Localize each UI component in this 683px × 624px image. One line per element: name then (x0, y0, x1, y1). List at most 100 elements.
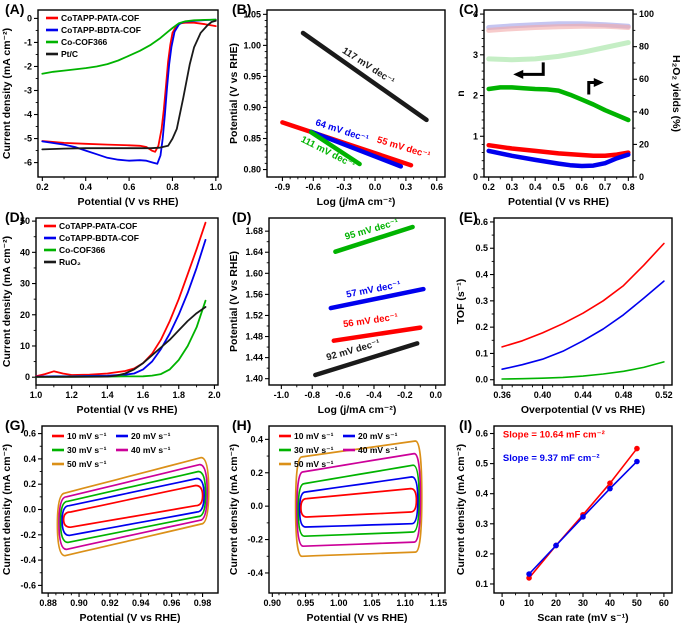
svg-text:Co-COF366: Co-COF366 (59, 245, 106, 255)
svg-text:50 mV s⁻¹: 50 mV s⁻¹ (67, 459, 107, 469)
svg-text:-0.6: -0.6 (306, 182, 322, 192)
svg-text:0.0: 0.0 (23, 505, 36, 515)
svg-text:1.68: 1.68 (245, 226, 263, 236)
svg-text:0.3: 0.3 (475, 519, 488, 529)
svg-text:-1: -1 (24, 37, 32, 47)
panel-a-chart: 0.2 0.4 0.6 0.8 1.0 0 -1 -2 -3 -4 -5 -6 Potential (V… (1, 9, 223, 207)
svg-text:0.0: 0.0 (429, 390, 442, 400)
svg-text:Scan rate (mV s⁻¹): Scan rate (mV s⁻¹) (537, 612, 628, 623)
svg-text:0.2: 0.2 (250, 468, 263, 478)
svg-text:0.96: 0.96 (163, 598, 181, 608)
svg-text:Current density (mA cm⁻²): Current density (mA cm⁻²) (1, 28, 13, 159)
svg-text:0: 0 (639, 172, 644, 182)
svg-text:20: 20 (551, 598, 561, 608)
svg-text:0.3: 0.3 (506, 182, 519, 192)
svg-text:20: 20 (20, 310, 30, 320)
svg-text:40 mV s⁻¹: 40 mV s⁻¹ (358, 445, 398, 455)
svg-text:1.4: 1.4 (101, 390, 114, 400)
svg-text:3: 3 (473, 50, 478, 60)
svg-text:Potential (V vs RHE): Potential (V vs RHE) (80, 612, 181, 623)
svg-text:0.85: 0.85 (243, 134, 261, 144)
svg-text:40: 40 (20, 247, 30, 257)
svg-text:0.90: 0.90 (243, 102, 261, 112)
svg-text:0.2: 0.2 (36, 182, 49, 192)
svg-text:0.4: 0.4 (475, 270, 488, 280)
svg-text:0: 0 (500, 598, 505, 608)
svg-text:0.90: 0.90 (264, 598, 282, 608)
svg-text:0.90: 0.90 (70, 598, 88, 608)
panel-g: (G) 0.88 0.90 0.92 0.94 0.96 0.98 -0.6 -0.4 -0.2… (0, 416, 227, 624)
svg-text:2: 2 (473, 91, 478, 101)
panel-d1-chart: 1.0 1.2 1.4 1.6 1.8 2.0 0 10 20 30 40 50 Potential (… (1, 216, 221, 415)
svg-text:1.40: 1.40 (245, 374, 263, 384)
panel-h-chart: 0.90 0.95 1.00 1.05 1.10 1.15 -0.4 -0.2 0.0 0.2 0.… (228, 425, 447, 623)
svg-text:Overpotential (V vs RHE): Overpotential (V vs RHE) (521, 404, 645, 415)
svg-text:1.60: 1.60 (245, 268, 263, 278)
svg-text:0.36: 0.36 (493, 390, 511, 400)
svg-text:-0.3: -0.3 (336, 182, 352, 192)
svg-text:Current density (mA cm⁻²): Current density (mA cm⁻²) (455, 444, 467, 575)
panel-i-chart: 0 10 20 30 40 50 60 0.1 0.2 0.3 0.4 0.5 0.6 Scan rate… (455, 425, 673, 623)
svg-text:Potential (V vs RHE): Potential (V vs RHE) (508, 196, 609, 207)
panel-c-label: (C) (459, 1, 479, 17)
svg-text:Slope = 10.64 mF cm⁻²: Slope = 10.64 mF cm⁻² (503, 430, 605, 441)
panel-h-label: (H) (232, 417, 252, 433)
panel-a-label: (A) (5, 1, 25, 17)
svg-text:0.4: 0.4 (23, 454, 36, 464)
svg-text:Co-COF366: Co-COF366 (61, 37, 108, 47)
svg-text:0.2: 0.2 (475, 322, 488, 332)
svg-text:-0.9: -0.9 (275, 182, 291, 192)
svg-text:0.95: 0.95 (297, 598, 315, 608)
svg-text:80: 80 (639, 42, 649, 52)
svg-text:50: 50 (20, 216, 30, 226)
svg-text:0.0: 0.0 (475, 375, 488, 385)
svg-text:0.5: 0.5 (552, 182, 565, 192)
svg-text:0.6: 0.6 (475, 217, 488, 227)
svg-text:1.10: 1.10 (396, 598, 414, 608)
svg-text:Current density (mA cm⁻²): Current density (mA cm⁻²) (1, 236, 13, 367)
panel-e-chart: 0.36 0.40 0.44 0.48 0.52 0.0 0.1 0.2 0.3 0.4 0.5 0.… (455, 217, 673, 415)
svg-text:100: 100 (639, 9, 654, 19)
svg-text:0.4: 0.4 (475, 489, 488, 499)
svg-text:-0.8: -0.8 (304, 390, 320, 400)
svg-text:60: 60 (659, 598, 669, 608)
svg-text:56 mV dec⁻¹: 56 mV dec⁻¹ (342, 312, 398, 331)
panel-i-label: (I) (459, 417, 473, 433)
svg-text:10 mV s⁻¹: 10 mV s⁻¹ (67, 431, 107, 441)
svg-text:1: 1 (473, 131, 478, 141)
svg-text:0.6: 0.6 (576, 182, 589, 192)
svg-text:Current density (mA cm⁻²): Current density (mA cm⁻²) (228, 444, 240, 575)
svg-text:0.6: 0.6 (431, 182, 444, 192)
panel-g-chart: 0.88 0.90 0.92 0.94 0.96 0.98 -0.6 -0.4 -0.2 0.0 0… (1, 425, 219, 623)
svg-text:0.98: 0.98 (194, 598, 212, 608)
svg-text:0.6: 0.6 (475, 429, 488, 439)
svg-text:30: 30 (578, 598, 588, 608)
svg-text:1.48: 1.48 (245, 332, 263, 342)
svg-text:Potential (V vs RHE): Potential (V vs RHE) (307, 612, 408, 623)
svg-text:1.64: 1.64 (245, 247, 263, 257)
panel-e: (E) 0.36 0.40 0.44 0.48 0.52 0.0 0.1 0.2 0.3 0.4 0… (454, 208, 681, 416)
svg-text:0.3: 0.3 (400, 182, 413, 192)
panel-d1-label: (D) (5, 209, 25, 225)
svg-text:0: 0 (25, 372, 30, 382)
svg-text:10 mV s⁻¹: 10 mV s⁻¹ (294, 431, 334, 441)
svg-text:0.0: 0.0 (250, 501, 263, 511)
svg-text:-4: -4 (24, 110, 32, 120)
svg-text:0.8: 0.8 (166, 182, 179, 192)
panel-i: (I) 0 10 20 30 40 50 60 0.1 0.2 0.3 0.4 0.5 0.6 Scan … (454, 416, 681, 624)
svg-text:CoTAPP-BDTA-COF: CoTAPP-BDTA-COF (59, 233, 139, 243)
svg-text:0.88: 0.88 (39, 598, 57, 608)
svg-text:CoTAPP-BDTA-COF: CoTAPP-BDTA-COF (61, 25, 141, 35)
svg-text:-0.2: -0.2 (397, 390, 413, 400)
svg-text:1.0: 1.0 (210, 182, 223, 192)
svg-text:0.3: 0.3 (475, 296, 488, 306)
svg-text:0.0: 0.0 (369, 182, 382, 192)
panel-g-label: (G) (5, 417, 26, 433)
svg-text:0.95: 0.95 (243, 71, 261, 81)
svg-text:0.48: 0.48 (615, 390, 633, 400)
svg-text:0.40: 0.40 (534, 390, 552, 400)
svg-text:1.44: 1.44 (245, 353, 263, 363)
svg-text:TOF (s⁻¹): TOF (s⁻¹) (455, 279, 467, 325)
svg-text:0.52: 0.52 (655, 390, 673, 400)
svg-text:1.05: 1.05 (243, 9, 261, 19)
